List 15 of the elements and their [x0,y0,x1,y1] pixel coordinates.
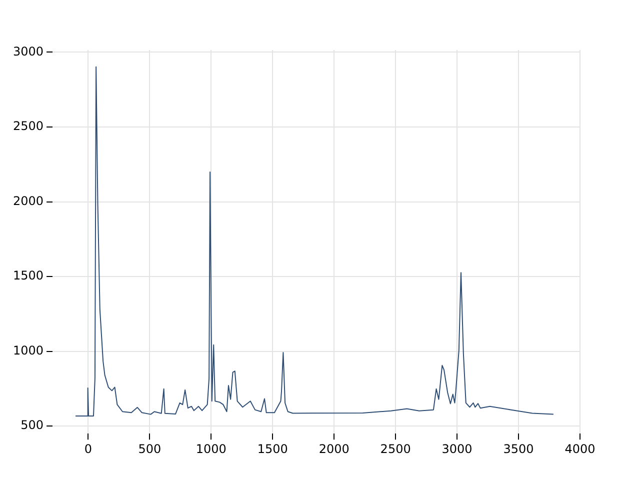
x-tick-label: 0 [84,442,92,456]
y-tick-label: 500 [20,418,44,432]
x-tick-label: 3000 [442,442,472,456]
x-tick-label: 1000 [196,442,226,456]
x-tick-label: 3500 [503,442,534,456]
x-tick-label: 4000 [564,442,596,456]
y-tick-label: 2000 [12,194,44,208]
x-tick-label: 1500 [257,442,288,456]
x-tick-label: 2000 [318,442,350,456]
x-tick-label: 500 [138,442,162,456]
x-tick-label: 2500 [380,442,411,456]
y-tick-label: 1000 [12,343,44,358]
y-tick-label: 1500 [12,268,44,283]
y-tick-label: 3000 [12,44,44,58]
y-tick-label: 2500 [12,119,44,134]
